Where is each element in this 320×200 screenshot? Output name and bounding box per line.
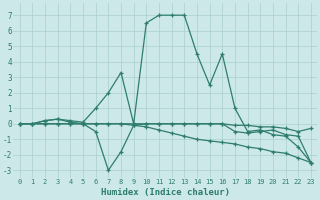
X-axis label: Humidex (Indice chaleur): Humidex (Indice chaleur) xyxy=(101,188,230,197)
